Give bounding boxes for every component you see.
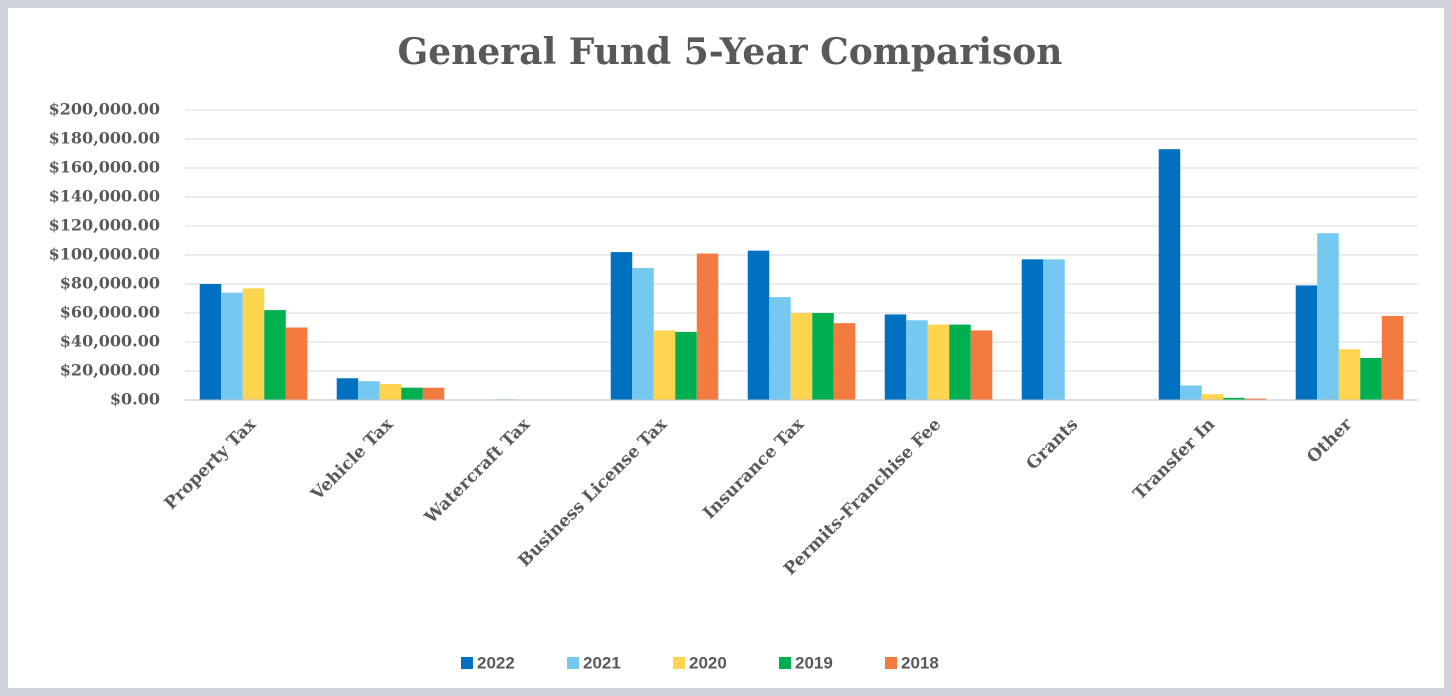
- y-tick-label: $200,000.00: [49, 100, 160, 119]
- bar: [422, 387, 445, 400]
- bar: [949, 324, 971, 400]
- bar: [1158, 149, 1181, 400]
- bar: [1338, 349, 1361, 400]
- y-tick-label: $0.00: [110, 390, 160, 409]
- bar: [1360, 357, 1382, 400]
- bar: [221, 292, 243, 400]
- y-tick-label: $100,000.00: [49, 245, 160, 264]
- bar: [358, 381, 380, 400]
- bar: [1244, 398, 1267, 400]
- legend-swatch: [461, 657, 473, 669]
- bar: [1201, 394, 1224, 400]
- bar: [884, 314, 907, 400]
- bar: [336, 378, 359, 400]
- bar: [927, 324, 950, 400]
- bar: [1180, 385, 1202, 400]
- legend-label: 2022: [477, 653, 515, 672]
- legend-label: 2020: [689, 653, 727, 672]
- bar: [747, 250, 770, 400]
- bar: [970, 330, 993, 400]
- legend-swatch: [567, 657, 579, 669]
- bar: [264, 310, 286, 400]
- bar: [285, 327, 308, 400]
- bar: [632, 268, 654, 400]
- y-tick-label: $80,000.00: [60, 274, 160, 293]
- bar: [1223, 397, 1245, 400]
- bar: [653, 330, 676, 400]
- bar: [790, 313, 813, 400]
- bar: [1381, 315, 1404, 400]
- bar: [610, 252, 633, 400]
- legend-swatch: [779, 657, 791, 669]
- legend-label: 2019: [795, 653, 833, 672]
- bar: [1043, 259, 1065, 400]
- bar: [1021, 259, 1044, 400]
- legend-label: 2018: [901, 653, 939, 672]
- chart-title: General Fund 5-Year Comparison: [398, 31, 1063, 73]
- bar: [1317, 233, 1339, 400]
- bar: [242, 288, 265, 400]
- bar: [675, 331, 697, 400]
- y-tick-label: $40,000.00: [60, 332, 160, 351]
- y-tick-label: $120,000.00: [49, 216, 160, 235]
- bar: [199, 284, 222, 400]
- legend-label: 2021: [583, 653, 621, 672]
- bar: [812, 313, 834, 400]
- bar: [1295, 285, 1318, 400]
- y-tick-label: $20,000.00: [60, 361, 160, 380]
- bar: [696, 253, 719, 400]
- y-tick-label: $180,000.00: [49, 129, 160, 148]
- legend-swatch: [885, 657, 897, 669]
- y-tick-label: $160,000.00: [49, 158, 160, 177]
- bar: [906, 320, 928, 400]
- bar: [833, 323, 856, 400]
- legend-swatch: [673, 657, 685, 669]
- bar: [401, 387, 423, 400]
- y-tick-label: $140,000.00: [49, 187, 160, 206]
- bar: [769, 297, 791, 400]
- y-tick-label: $60,000.00: [60, 303, 160, 322]
- bar: [379, 384, 402, 400]
